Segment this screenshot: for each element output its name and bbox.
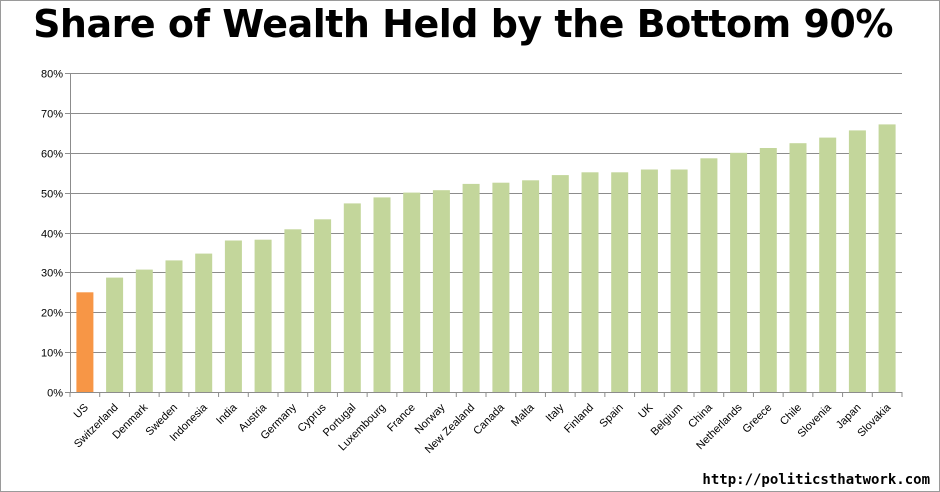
bar-uk <box>640 169 658 392</box>
bar-chile <box>789 143 807 392</box>
bar-spain <box>611 172 629 392</box>
x-tick-label: Italy <box>544 401 567 424</box>
x-tick-label: Canada <box>471 401 507 437</box>
bar-norway <box>432 190 450 392</box>
source-url: http://politicsthatwork.com <box>702 472 930 488</box>
x-tick-label: Greece <box>740 402 774 436</box>
x-tick-label: Finland <box>562 402 596 436</box>
bar-austria <box>254 239 272 392</box>
bar-slovenia <box>819 137 837 392</box>
x-tick-label: India <box>214 401 240 427</box>
bar-switzerland <box>106 277 124 392</box>
bar-luxembourg <box>373 197 391 392</box>
x-tick-label: Chile <box>778 402 804 428</box>
y-tick-label: 40% <box>41 229 63 241</box>
bar-new-zealand <box>462 183 480 392</box>
y-tick-label: 70% <box>41 109 63 121</box>
bar-canada <box>492 182 510 392</box>
bar-greece <box>759 148 777 392</box>
x-tick-label: Malta <box>509 401 537 429</box>
bars <box>76 124 896 393</box>
bar-india <box>224 240 242 392</box>
y-tick-label: 10% <box>41 348 63 360</box>
y-tick-label: 60% <box>41 149 63 161</box>
y-tick-label: 50% <box>41 189 63 201</box>
bar-china <box>700 158 718 392</box>
y-tick-label: 30% <box>41 268 63 280</box>
x-tick-label: Belgium <box>649 402 686 439</box>
bar-malta <box>522 180 540 392</box>
bar-sweden <box>165 260 183 392</box>
bar-us <box>76 292 94 392</box>
y-tick-label: 0% <box>47 388 63 400</box>
x-tick-label: Slovenia <box>796 401 835 440</box>
bar-portugal <box>343 203 361 392</box>
x-tick-label: UK <box>636 401 656 421</box>
bar-italy <box>551 175 569 392</box>
bar-germany <box>284 229 302 392</box>
bar-netherlands <box>730 152 748 393</box>
bar-belgium <box>670 169 688 392</box>
x-tick-label: Spain <box>597 402 625 430</box>
bar-indonesia <box>195 253 213 392</box>
y-axis: 0% 10% 20% 30% 40% 50% 60% 70% 80% <box>41 69 71 400</box>
bar-finland <box>581 172 599 392</box>
bar-slovakia <box>878 124 896 393</box>
bar-japan <box>848 130 866 392</box>
bar-cyprus <box>314 219 332 392</box>
x-tick-label: Slovakia <box>855 401 894 440</box>
x-tick-label: US <box>72 402 91 421</box>
bar-france <box>403 192 421 392</box>
y-tick-label: 20% <box>41 308 63 320</box>
gridlines <box>70 73 902 393</box>
bar-denmark <box>135 269 153 392</box>
chart-title: Share of Wealth Held by the Bottom 90% <box>33 2 893 46</box>
y-tick-label: 80% <box>41 69 63 81</box>
